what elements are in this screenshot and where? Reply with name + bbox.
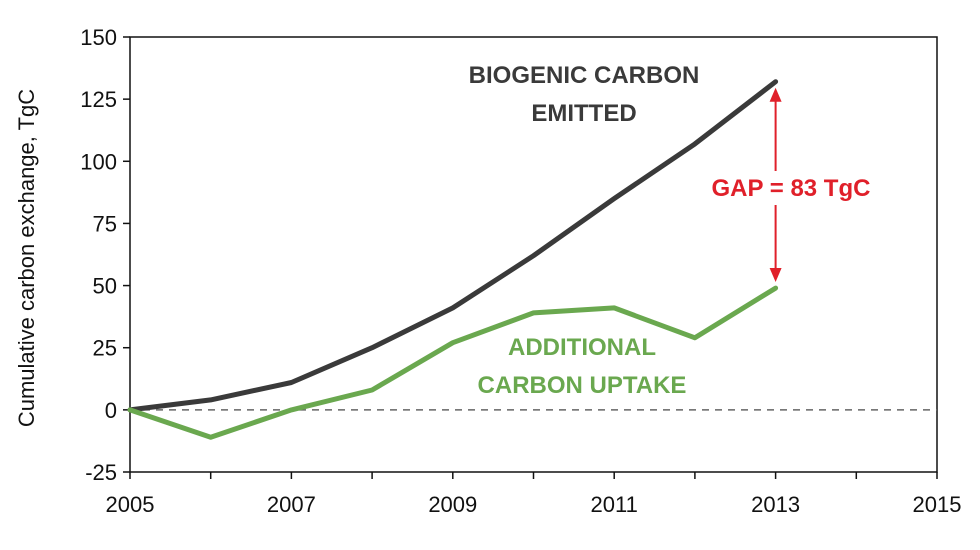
- y-tick-label: 100: [80, 149, 117, 174]
- axes: [123, 36, 938, 479]
- x-tick-label: 2015: [913, 492, 962, 517]
- x-tick-label: 2011: [591, 492, 638, 517]
- y-tick-label: 150: [80, 25, 117, 50]
- y-tick-label: 25: [93, 336, 117, 361]
- series-line-1: [127, 79, 779, 413]
- y-tick-labels: -25 0 25 50 75 100 125 150: [80, 25, 117, 485]
- uptake-label-line2: CARBON UPTAKE: [478, 372, 687, 399]
- x-tick-label: 2013: [751, 492, 800, 517]
- y-tick-label: 0: [105, 398, 117, 423]
- x-tick-label: 2009: [428, 492, 477, 517]
- uptake-label-line1: ADDITIONAL: [508, 334, 656, 361]
- gap-label-backing: [700, 171, 882, 205]
- x-tick-label: 2007: [267, 492, 316, 517]
- gap-arrowhead-down: [769, 268, 782, 283]
- y-tick-label: 75: [93, 211, 117, 236]
- emitted-label-line2: EMITTED: [531, 100, 636, 127]
- y-tick-label: -25: [85, 460, 117, 485]
- emitted-label-line1: BIOGENIC CARBON: [469, 62, 700, 89]
- y-tick-label: 125: [80, 87, 117, 112]
- series-lines: [127, 79, 779, 440]
- y-axis-label: Cumulative carbon exchange, TgC: [14, 89, 39, 427]
- x-tick-labels: 2005 2007 2009 2011 2013 2015: [106, 492, 962, 517]
- series-line-2: [127, 285, 779, 440]
- gap-arrowhead-up: [769, 87, 782, 102]
- gap-label: GAP = 83 TgC: [712, 175, 871, 202]
- x-tick-label: 2005: [106, 492, 155, 517]
- gap-annotation: [700, 87, 882, 283]
- y-tick-label: 50: [93, 274, 117, 299]
